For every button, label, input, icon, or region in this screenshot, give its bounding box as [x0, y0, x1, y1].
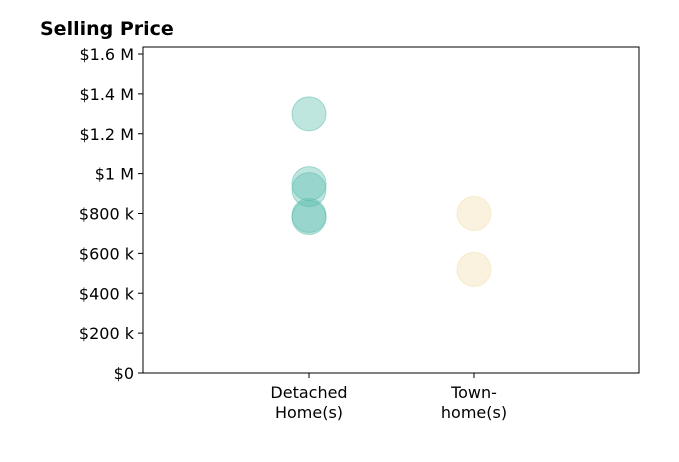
y-tick-label: $200 k [79, 324, 135, 343]
y-tick-label: $0 [114, 364, 134, 383]
data-point [291, 199, 327, 235]
y-tick-label: $800 k [79, 205, 135, 224]
plot-frame [142, 46, 640, 374]
y-tick-label: $1.4 M [79, 85, 134, 104]
data-point [291, 96, 327, 132]
x-tick-label: Home(s) [275, 403, 343, 422]
y-tick-label: $1.6 M [79, 45, 134, 64]
data-point [291, 172, 327, 208]
y-tick-label: $600 k [79, 244, 135, 263]
data-point [456, 196, 492, 231]
axes: $0 $200 k $400 k $600 k $800 k $1 M $1.2 M $1.4… [79, 45, 640, 422]
y-tick-label: $400 k [79, 284, 135, 303]
x-tick-label: Detached [270, 383, 347, 402]
x-tick-label: home(s) [441, 403, 507, 422]
x-tick-label: Town- [450, 383, 497, 402]
chart-title: Selling Price [40, 18, 174, 40]
data-point [456, 251, 492, 287]
y-tick-label: $1.2 M [79, 125, 134, 144]
data-points [291, 96, 492, 287]
y-tick-label: $1 M [95, 165, 134, 184]
